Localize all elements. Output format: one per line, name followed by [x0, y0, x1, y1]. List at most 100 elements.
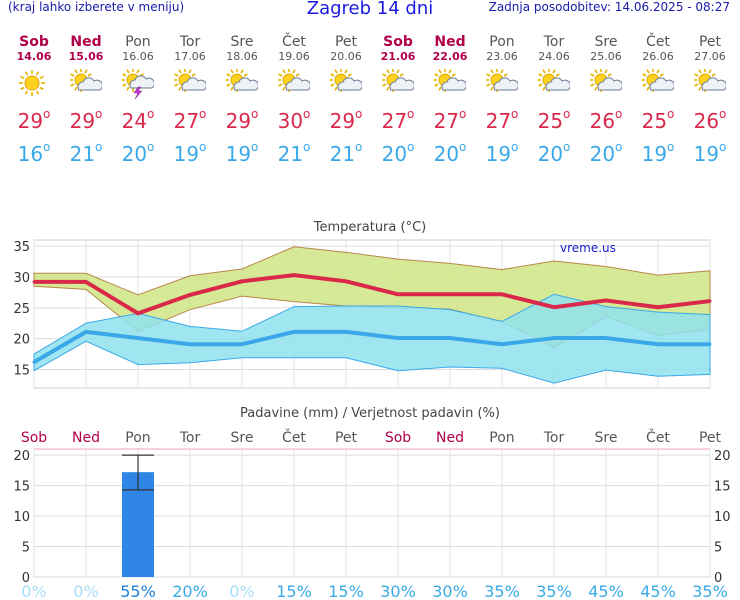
max-temperature: 29o: [225, 107, 259, 133]
day-column: Čet 19.06 30o 21o: [268, 34, 320, 167]
day-column: Sre 25.06 26o 20o: [580, 34, 632, 167]
min-temperature: 20o: [589, 140, 623, 166]
day-name: Tor: [543, 34, 565, 50]
min-temperature-point: [84, 330, 88, 334]
temperature-chart-title: Temperatura (°C): [313, 220, 427, 235]
day-date: 23.06: [486, 50, 518, 63]
sun-cloud-icon: [382, 69, 414, 92]
sun-cloud-icon: [642, 69, 674, 92]
y-tick-label-right: 20: [714, 449, 731, 464]
y-tick-label-left: 0: [22, 571, 30, 586]
min-temperature: 21o: [69, 140, 103, 166]
min-temperature: 19o: [225, 140, 259, 166]
min-temperature-point: [136, 336, 140, 340]
min-temperature-band: [33, 293, 711, 384]
max-temperature-point: [604, 298, 608, 302]
x-tick-label: Ned: [436, 430, 464, 446]
precipitation-probability: 0%: [21, 582, 46, 600]
precipitation-probability: 35%: [692, 582, 728, 600]
y-tick-label-right: 0: [714, 571, 722, 586]
precipitation-error-bar: [122, 454, 154, 491]
y-tick-label: 35: [13, 240, 30, 255]
day-date: 25.06: [590, 50, 622, 63]
temperature-chart: 15 20 25 30 35 vreme.us: [13, 239, 712, 389]
precipitation-probability: 15%: [328, 582, 364, 600]
max-temperature: 30o: [277, 107, 311, 133]
sun-cloud-icon: [174, 69, 206, 92]
min-temperature-point: [500, 342, 504, 346]
day-name: Tor: [179, 34, 201, 50]
y-tick-label: 20: [13, 333, 30, 348]
y-tick-label-right: 10: [714, 510, 731, 525]
max-temperature-point: [292, 273, 296, 277]
x-tick-label: Pon: [489, 430, 514, 446]
min-temperature: 20o: [537, 140, 571, 166]
min-temperature: 16o: [17, 140, 51, 166]
day-date: 14.06: [16, 50, 52, 63]
max-temperature-point: [32, 280, 36, 284]
y-tick-label-right: 5: [714, 541, 722, 556]
max-temperature: 25o: [641, 107, 675, 133]
day-column: Tor 17.06 27o 19o: [164, 34, 216, 167]
max-temperature-point: [84, 280, 88, 284]
sun-cloud-icon: [330, 69, 362, 92]
y-tick-label-left: 5: [22, 541, 30, 556]
day-column: Sob 14.06 29o 16o: [8, 34, 60, 167]
min-temperature-line: [32, 329, 710, 364]
day-date: 16.06: [122, 50, 154, 63]
day-column: Ned 15.06 29o 21o: [60, 34, 112, 167]
x-tick-label: Sob: [385, 430, 411, 446]
max-temperature: 29o: [329, 107, 363, 133]
day-name: Čet: [646, 34, 670, 50]
sun-cloud-icon: [226, 69, 258, 92]
sun-cloud-icon: [694, 69, 726, 92]
min-temperature-point: [292, 330, 296, 334]
max-temperature: 26o: [589, 107, 623, 133]
precipitation-probability: 45%: [588, 582, 624, 600]
location-hint: (kraj lahko izberete v meniju): [8, 0, 185, 14]
min-temperature-point: [396, 336, 400, 340]
day-column: Sob 21.06 27o 20o: [372, 34, 424, 167]
day-date: 21.06: [380, 50, 416, 63]
precipitation-probability: 30%: [432, 582, 468, 600]
max-temperature: 29o: [69, 107, 103, 133]
x-tick-label: Pon: [125, 430, 150, 446]
y-tick-label: 15: [13, 364, 30, 379]
day-column: Čet 26.06 25o 19o: [632, 34, 684, 167]
day-column: Pet 20.06 29o 21o: [320, 34, 372, 167]
min-temperature-point: [240, 342, 244, 346]
min-temperature: 20o: [121, 140, 155, 166]
day-name: Sob: [19, 34, 49, 50]
max-temperature-point: [188, 293, 192, 297]
max-temperature: 27o: [433, 107, 467, 133]
day-date: 17.06: [174, 50, 206, 63]
min-temperature: 21o: [277, 140, 311, 166]
max-temperature-point: [552, 305, 556, 309]
watermark: vreme.us: [560, 241, 616, 255]
day-date: 20.06: [330, 50, 362, 63]
precipitation-probability: 15%: [276, 582, 312, 600]
day-date: 22.06: [432, 50, 468, 63]
min-temperature: 21o: [329, 140, 363, 166]
min-temperature: 19o: [173, 140, 207, 166]
last-update: Zadnja posodobitev: 14.06.2025 - 08:27: [488, 0, 730, 14]
x-tick-label: Čet: [646, 428, 670, 446]
precipitation-probability: 0%: [229, 582, 254, 600]
precipitation-probability: 0%: [73, 582, 98, 600]
min-temperature-point: [448, 336, 452, 340]
precipitation-probability: 35%: [484, 582, 520, 600]
max-temperature-point: [500, 292, 504, 296]
min-temperature-point: [708, 342, 712, 346]
daily-forecast: Sob 14.06 29o 16o Ned 15.06 29o 21o Pon 16.06 24o 2…: [0, 34, 740, 174]
min-temperature-point: [188, 342, 192, 346]
x-tick-label: Tor: [179, 430, 201, 446]
min-temperature: 19o: [693, 140, 727, 166]
x-tick-label: Ned: [72, 430, 100, 446]
min-temperature: 20o: [433, 140, 467, 166]
day-name: Pon: [125, 34, 151, 50]
day-name: Sre: [594, 34, 618, 50]
max-temperature: 29o: [17, 107, 51, 133]
x-tick-label: Pet: [699, 430, 722, 446]
max-temperature: 24o: [121, 107, 155, 133]
x-tick-label: Sre: [595, 430, 618, 446]
